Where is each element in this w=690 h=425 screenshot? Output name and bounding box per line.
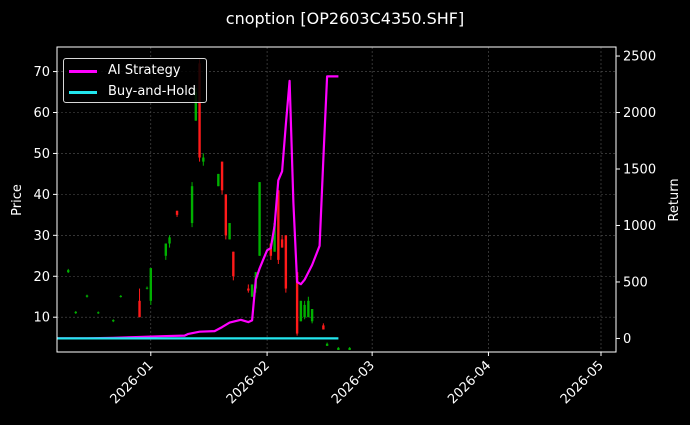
- candle-body: [250, 284, 254, 297]
- y2-tick-label: 1500: [623, 163, 656, 178]
- candle-body: [325, 343, 329, 346]
- series-line-ai-strategy: [57, 75, 339, 340]
- candle-body: [67, 270, 70, 273]
- candle-body: [217, 173, 220, 187]
- candle-body: [220, 161, 224, 191]
- candle-body: [303, 304, 306, 318]
- y-tick-label: 50: [33, 147, 50, 162]
- y2-tick-label: 500: [623, 275, 648, 290]
- candle-body: [85, 295, 89, 297]
- candle-body: [97, 312, 100, 314]
- y-tick-label: 30: [33, 229, 50, 244]
- y-tick-label: 70: [33, 65, 50, 80]
- y-tick-label: 40: [33, 188, 50, 203]
- candle-body: [280, 239, 284, 248]
- candle-body: [307, 300, 310, 318]
- legend-item-ai-strategy: AI Strategy: [64, 61, 206, 81]
- y-tick-label: 20: [33, 270, 50, 285]
- candle-body: [277, 190, 280, 260]
- candle-body: [269, 243, 273, 256]
- legend-item-buy-and-hold: Buy-and-Hold: [64, 82, 206, 102]
- candle-body: [149, 268, 152, 301]
- legend-swatch-ai-strategy: [69, 70, 97, 73]
- y2-axis-label: Return: [667, 178, 682, 221]
- legend-label-buy-and-hold: Buy-and-Hold: [108, 84, 197, 99]
- plot-frame: [56, 46, 617, 353]
- candle-body: [232, 251, 235, 277]
- candle-body: [348, 347, 351, 350]
- candle-body: [74, 311, 77, 314]
- candle-body: [337, 347, 340, 350]
- candle-body: [310, 309, 314, 322]
- candle-body: [119, 295, 122, 297]
- candle-body: [145, 287, 149, 289]
- y-tick-label: 10: [33, 311, 50, 326]
- legend-swatch-buy-and-hold: [69, 91, 97, 94]
- legend: AI Strategy Buy-and-Hold: [63, 58, 207, 103]
- line-layer: [57, 75, 339, 340]
- candle-body: [258, 182, 261, 256]
- candle-body: [175, 210, 179, 215]
- candle-body: [273, 223, 276, 252]
- candle-body: [164, 243, 167, 256]
- candle-body: [224, 194, 228, 236]
- candle-body: [295, 272, 299, 334]
- candle-body: [284, 235, 288, 289]
- y2-tick-label: 0: [623, 332, 631, 347]
- y2-tick-label: 2500: [623, 50, 656, 65]
- candle-layer: [67, 59, 351, 350]
- candle-body: [299, 300, 303, 322]
- y-axis-label: Price: [10, 184, 25, 216]
- candle-body: [194, 92, 198, 121]
- candle-body: [190, 186, 194, 224]
- candle-body: [168, 237, 171, 244]
- candle-body: [198, 63, 201, 158]
- candle-body: [202, 157, 205, 162]
- y2-tick-label: 1000: [623, 219, 656, 234]
- y-tick-label: 60: [33, 106, 50, 121]
- chart-title: cnoption [OP2603C4350.SHF]: [226, 9, 464, 28]
- legend-label-ai-strategy: AI Strategy: [108, 63, 181, 78]
- candle-body: [228, 223, 231, 240]
- y2-tick-label: 2000: [623, 106, 656, 121]
- candle-body: [322, 325, 325, 330]
- candle-body: [112, 320, 115, 322]
- candle-body: [138, 300, 141, 318]
- candle-body: [247, 288, 250, 291]
